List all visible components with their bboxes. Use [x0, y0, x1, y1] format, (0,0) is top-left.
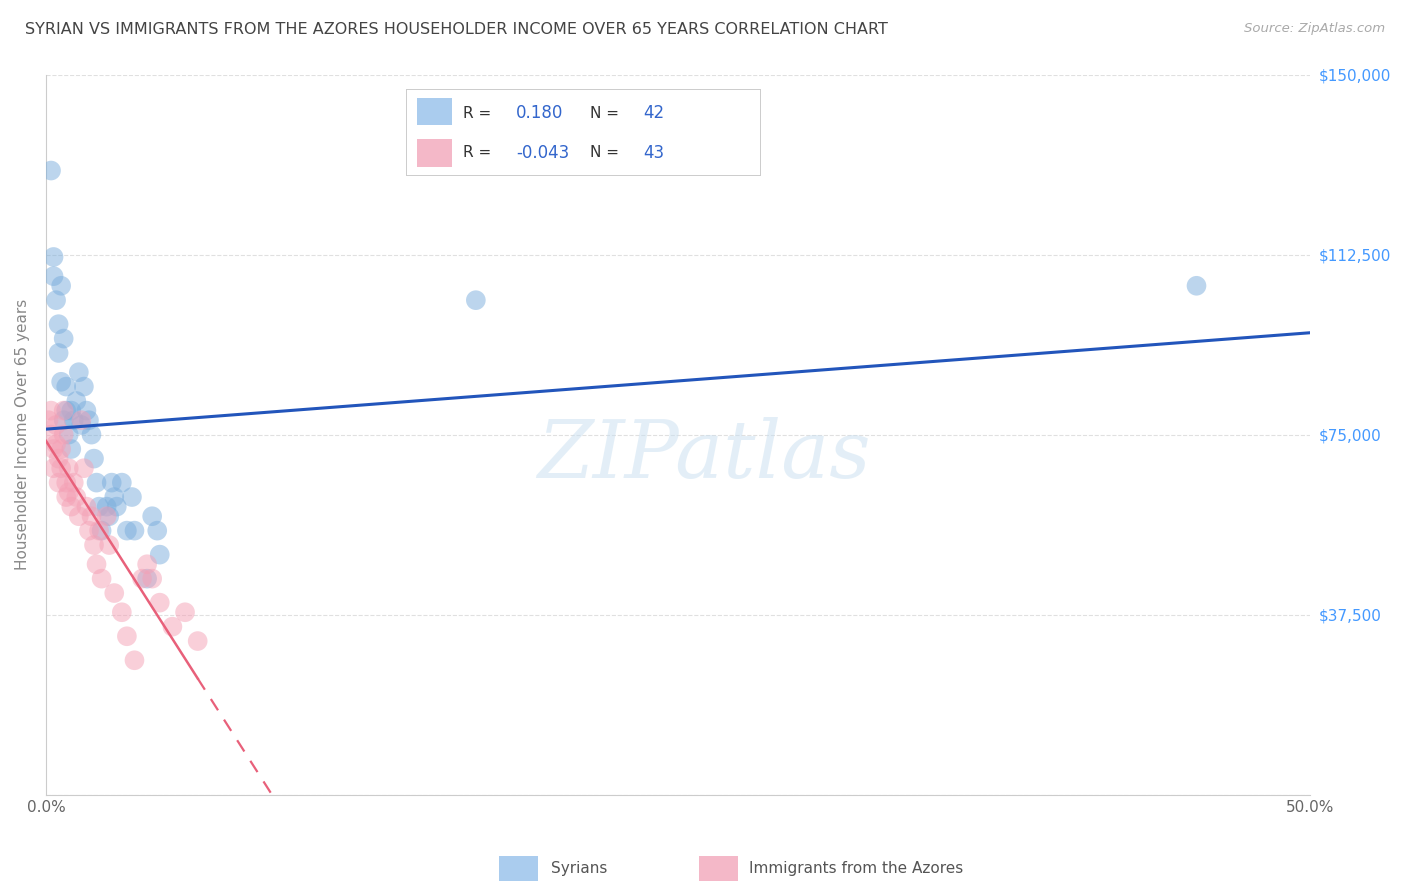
Point: [60, 442, 83, 456]
Point: [1185, 278, 1208, 293]
Point: [42, 442, 65, 456]
Point: [87, 500, 110, 514]
Text: Syrians: Syrians: [551, 862, 607, 876]
Point: [98, 509, 121, 524]
Point: [83, 538, 105, 552]
Point: [141, 509, 163, 524]
Point: [464, 293, 486, 308]
Point: [67, 365, 90, 379]
Point: [49, 442, 72, 456]
Point: [42, 461, 65, 475]
Point: [58, 427, 80, 442]
Point: [55, 379, 77, 393]
Point: [48, 317, 70, 331]
Y-axis label: Householder Income Over 65 years: Householder Income Over 65 years: [15, 299, 30, 570]
Point: [48, 451, 70, 466]
Point: [121, 490, 143, 504]
Point: [162, 620, 184, 634]
Point: [149, 596, 172, 610]
Point: [146, 524, 169, 538]
Point: [174, 605, 197, 619]
Point: [42, 250, 65, 264]
Point: [149, 548, 172, 562]
Point: [75, 403, 97, 417]
Text: Source: ZipAtlas.com: Source: ZipAtlas.com: [1244, 22, 1385, 36]
Point: [55, 403, 77, 417]
Point: [103, 490, 125, 504]
Point: [75, 500, 97, 514]
Point: [86, 475, 108, 490]
Point: [73, 379, 96, 393]
Point: [48, 475, 70, 490]
Point: [58, 461, 80, 475]
Point: [52, 413, 75, 427]
Point: [52, 403, 75, 417]
Text: SYRIAN VS IMMIGRANTS FROM THE AZORES HOUSEHOLDER INCOME OVER 65 YEARS CORRELATIO: SYRIAN VS IMMIGRANTS FROM THE AZORES HOU…: [25, 22, 889, 37]
Point: [115, 629, 138, 643]
Point: [45, 417, 67, 432]
Point: [100, 475, 122, 490]
Point: [39, 403, 62, 417]
Point: [187, 634, 209, 648]
Point: [52, 332, 75, 346]
Point: [65, 394, 87, 409]
Point: [62, 413, 84, 427]
Point: [60, 403, 83, 417]
Text: Immigrants from the Azores: Immigrants from the Azores: [749, 862, 963, 876]
Point: [62, 475, 84, 490]
Point: [52, 427, 75, 442]
Point: [77, 413, 100, 427]
Point: [45, 293, 67, 308]
Point: [115, 524, 138, 538]
Point: [77, 524, 100, 538]
Point: [111, 605, 134, 619]
Point: [55, 475, 77, 490]
Point: [124, 653, 146, 667]
Point: [80, 427, 103, 442]
Point: [39, 427, 62, 442]
Point: [55, 490, 77, 504]
Text: ZIPatlas: ZIPatlas: [537, 417, 870, 495]
Point: [70, 417, 93, 432]
Point: [86, 558, 108, 572]
Point: [49, 375, 72, 389]
Point: [42, 269, 65, 284]
Point: [49, 461, 72, 475]
Point: [124, 524, 146, 538]
Point: [136, 558, 159, 572]
Point: [98, 538, 121, 552]
Point: [65, 490, 87, 504]
Point: [58, 485, 80, 500]
Point: [103, 586, 125, 600]
Point: [90, 572, 112, 586]
Point: [39, 163, 62, 178]
Point: [87, 524, 110, 538]
Point: [70, 413, 93, 427]
Point: [37, 413, 59, 427]
Point: [136, 572, 159, 586]
Point: [111, 475, 134, 490]
Point: [48, 346, 70, 360]
Point: [73, 461, 96, 475]
Point: [80, 509, 103, 524]
Point: [60, 500, 83, 514]
Point: [83, 451, 105, 466]
Point: [90, 524, 112, 538]
Point: [45, 437, 67, 451]
Point: [96, 509, 118, 524]
Point: [96, 500, 118, 514]
Point: [131, 572, 153, 586]
Point: [67, 509, 90, 524]
Point: [49, 278, 72, 293]
Point: [141, 572, 163, 586]
Point: [105, 500, 128, 514]
